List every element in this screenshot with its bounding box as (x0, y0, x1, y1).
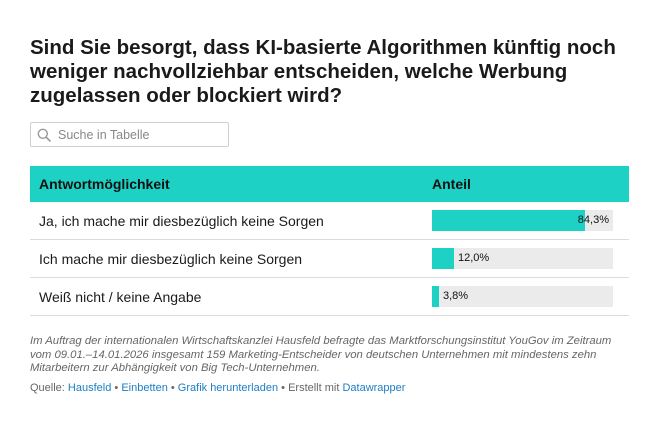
bar-cell: 12,0% (432, 248, 613, 269)
chart-footer: Quelle: Hausfeld • Einbetten • Grafik he… (30, 382, 630, 394)
created-with-label: Erstellt mit (288, 382, 340, 394)
embed-link[interactable]: Einbetten (121, 382, 168, 394)
separator: • (170, 382, 175, 394)
download-link[interactable]: Grafik herunterladen (177, 382, 279, 394)
table-header: Antwortmöglichkeit Anteil (30, 166, 629, 202)
source-label: Quelle: (30, 382, 65, 394)
row-label: Ich mache mir diesbezüglich keine Sorgen (39, 250, 303, 267)
table-row: Ich mache mir diesbezüglich keine Sorgen… (30, 240, 629, 278)
data-table: Antwortmöglichkeit Anteil Ja, ich mache … (30, 166, 629, 316)
source-link[interactable]: Hausfeld (67, 382, 112, 394)
separator: • (281, 382, 285, 394)
datawrapper-link[interactable]: Datawrapper (342, 382, 406, 394)
table-row: Ja, ich mache mir diesbezüglich keine So… (30, 202, 629, 240)
table-row: Weiß nicht / keine Angabe 3,8% (30, 278, 629, 316)
column-header-share[interactable]: Anteil (432, 176, 471, 192)
bar-cell: 3,8% (432, 286, 613, 307)
chart-title: Sind Sie besorgt, dass KI-basierte Algor… (30, 36, 616, 107)
search-box[interactable] (30, 122, 229, 147)
search-icon (37, 128, 51, 142)
table-body: Ja, ich mache mir diesbezüglich keine So… (30, 202, 629, 316)
search-input[interactable] (58, 127, 223, 142)
bar (432, 286, 439, 307)
bar (432, 248, 454, 269)
bar-value-label: 12,0% (458, 252, 490, 264)
separator: • (114, 382, 119, 394)
chart-notes: Im Auftrag der internationalen Wirtschaf… (30, 335, 612, 375)
bar (432, 210, 585, 231)
bar-value-label: 84,3% (577, 214, 609, 226)
bar-value-label: 3,8% (443, 290, 469, 302)
column-header-answer[interactable]: Antwortmöglichkeit (39, 176, 170, 192)
bar-track (432, 248, 613, 269)
bar-cell: 84,3% (432, 210, 613, 231)
row-label: Ja, ich mache mir diesbezüglich keine So… (39, 212, 324, 229)
row-label: Weiß nicht / keine Angabe (39, 288, 202, 305)
bar-track (432, 286, 613, 307)
